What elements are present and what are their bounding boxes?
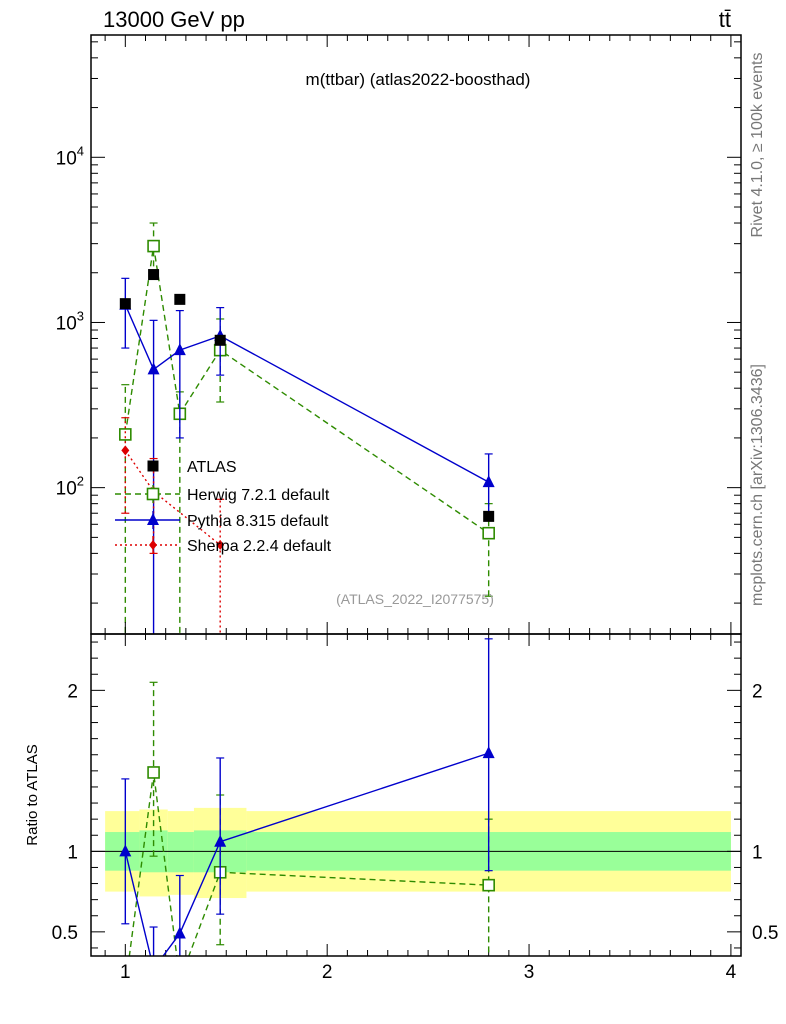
ratio-y-tick-label-left: 1	[67, 842, 78, 863]
ratio-y-tick-label-left: 2	[67, 681, 78, 702]
series-point-0	[482, 526, 495, 540]
legend-label-1: Pythia 8.315 default	[187, 513, 329, 530]
ratio-point-0	[147, 766, 160, 779]
energy-label: 13000 GeV pp	[103, 7, 245, 32]
uncertainty-band-inner	[167, 832, 194, 873]
series-point-1	[147, 362, 160, 375]
legend-label-2: Sherpa 2.2.4 default	[187, 538, 332, 555]
x-tick-label: 4	[726, 962, 737, 983]
ratio-point-1	[214, 834, 227, 847]
legend-label-0: Herwig 7.2.1 default	[187, 487, 330, 504]
ratio-point-1	[482, 746, 495, 759]
data-point	[174, 293, 186, 305]
ratio-panel: 1 2 3 4 0.5 0.5 1 1 2 2	[52, 633, 778, 986]
ratio-point-1	[119, 844, 132, 857]
series-point-0	[147, 239, 160, 253]
y-tick-label: 104	[56, 143, 84, 169]
legend-label-data: ATLAS	[187, 459, 237, 476]
rivet-version-label: Rivet 4.1.0, ≥ 100k events	[749, 53, 766, 238]
legend: ATLAS Herwig 7.2.1 default Pythia 8.315 de…	[115, 459, 332, 555]
ratio-point-1	[148, 962, 160, 974]
chart-title: m(ttbar) (atlas2022-boosthad)	[306, 70, 531, 89]
ratio-y-tick-label-right: 1	[752, 842, 763, 863]
ratio-point-1	[173, 926, 186, 939]
series-point-2	[121, 445, 130, 456]
series-point-2	[216, 539, 225, 550]
series-line-2	[124, 450, 221, 546]
series-point-1	[173, 343, 186, 356]
legend-marker-0	[146, 487, 160, 501]
ratio-point-0	[174, 975, 185, 986]
analysis-id-label: (ATLAS_2022_I2077575)	[336, 591, 494, 607]
ratio-point-0	[482, 878, 495, 892]
data-point	[148, 269, 160, 281]
y-tick-label: 102	[56, 474, 84, 500]
x-tick-label: 3	[524, 962, 535, 983]
y-tick-label: 103	[56, 308, 84, 334]
legend-marker-2	[149, 540, 157, 550]
legend-marker-1	[147, 513, 159, 525]
data-point	[119, 298, 131, 310]
ratio-y-axis-label: Ratio to ATLAS	[24, 744, 41, 845]
series-point-1	[482, 475, 495, 488]
x-tick-label: 1	[120, 962, 131, 983]
mcplots-label: mcplots.cern.ch [arXiv:1306.3436]	[749, 364, 766, 606]
ratio-frame	[90, 633, 742, 957]
x-tick-label: 2	[322, 962, 333, 983]
process-label: tt̄	[719, 7, 731, 32]
data-point	[483, 510, 495, 522]
data-point	[214, 334, 226, 346]
series-point-0	[119, 428, 132, 441]
ratio-line-0	[128, 772, 489, 956]
legend-marker-data	[147, 460, 159, 472]
ratio-y-tick-label-right: 2	[752, 681, 763, 702]
ratio-y-tick-label-left: 0.5	[52, 923, 78, 944]
ratio-y-tick-label-right: 0.5	[752, 923, 778, 944]
